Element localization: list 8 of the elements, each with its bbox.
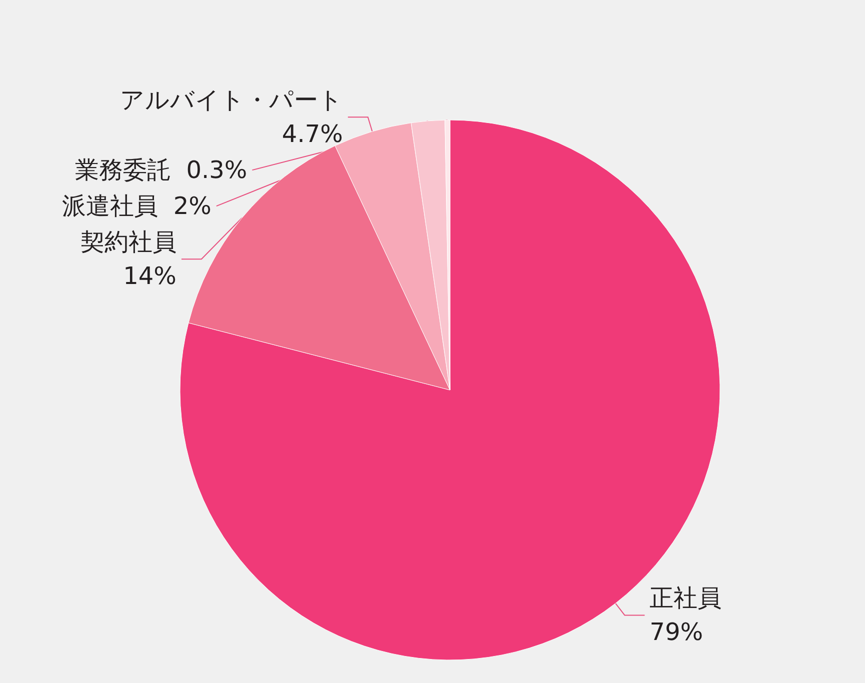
slice-label: 正社員: [650, 584, 722, 612]
slice-label: 派遣社員 2%: [62, 192, 212, 220]
slice-label: 契約社員: [80, 228, 176, 256]
data-label: 4.7%: [282, 120, 343, 148]
slice-label: 業務委託 0.3%: [74, 156, 248, 184]
data-label: 14%: [123, 262, 176, 290]
slice-label: アルバイト・パート: [120, 86, 343, 114]
data-label: 79%: [650, 618, 704, 646]
